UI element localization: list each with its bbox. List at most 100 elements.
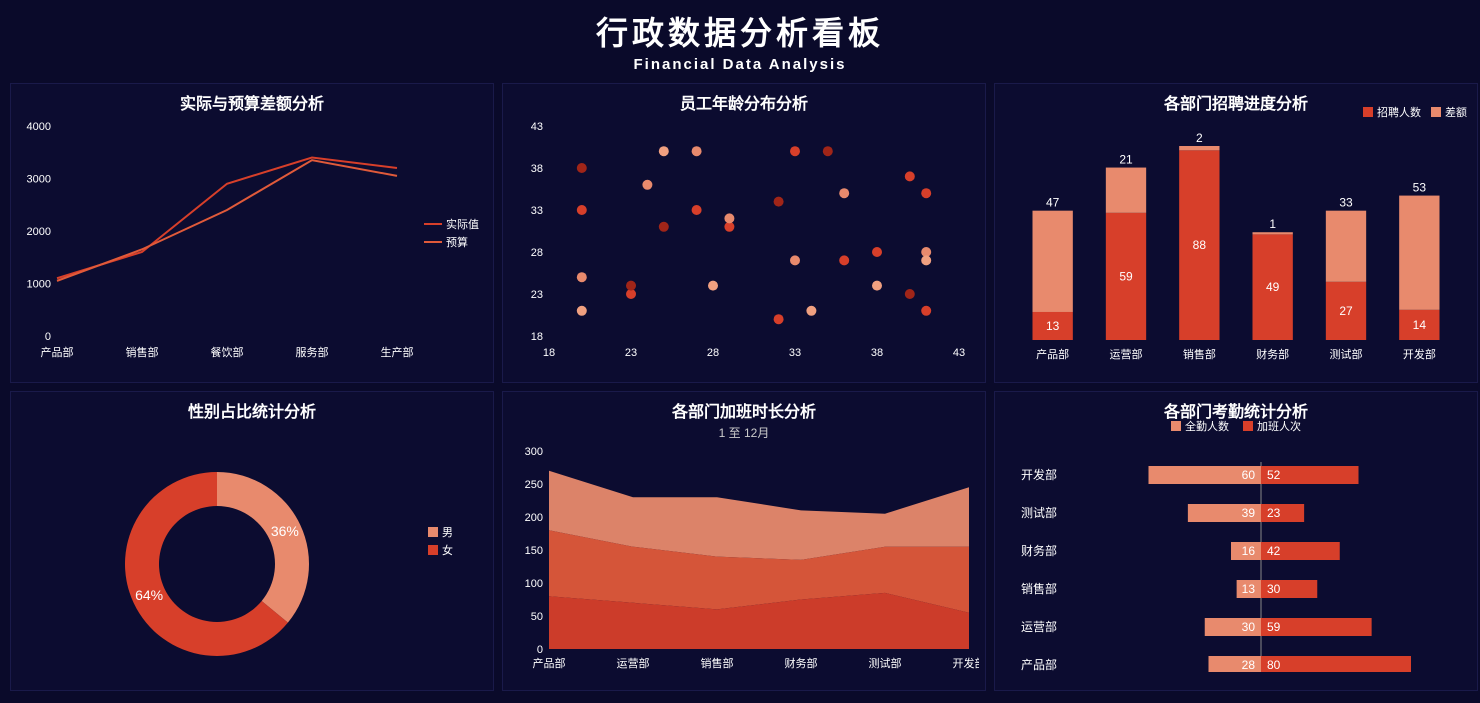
svg-text:30: 30 — [1267, 582, 1281, 596]
svg-text:200: 200 — [525, 512, 543, 524]
svg-text:销售部: 销售部 — [1183, 347, 1216, 361]
stacked-bar-chart: 1347产品部5921运营部882销售部491财务部2733测试部1453开发部 — [1001, 116, 1471, 366]
svg-text:销售部: 销售部 — [701, 656, 734, 670]
legend-label-hired: 招聘人数 — [1377, 104, 1421, 120]
svg-text:14: 14 — [1413, 318, 1427, 332]
svg-text:生产部: 生产部 — [381, 345, 414, 359]
svg-text:开发部: 开发部 — [1021, 467, 1057, 482]
svg-text:28: 28 — [531, 247, 543, 259]
svg-text:16: 16 — [1242, 544, 1256, 558]
svg-text:服务部: 服务部 — [296, 345, 329, 359]
svg-text:300: 300 — [525, 446, 543, 458]
main-title: 行政数据分析看板 — [0, 8, 1480, 54]
svg-text:27: 27 — [1339, 304, 1353, 318]
svg-text:4000: 4000 — [27, 121, 51, 133]
svg-text:0: 0 — [537, 644, 543, 656]
svg-text:18: 18 — [543, 347, 555, 359]
legend-item-full: 全勤人数 — [1171, 418, 1229, 434]
svg-text:产品部: 产品部 — [533, 656, 566, 670]
svg-text:销售部: 销售部 — [1021, 581, 1057, 596]
panel-donut: 性别占比统计分析 36% 64% 男 女 — [10, 391, 494, 691]
svg-text:财务部: 财务部 — [1256, 347, 1289, 361]
svg-text:59: 59 — [1119, 269, 1133, 283]
svg-text:13: 13 — [1242, 582, 1256, 596]
legend-swatch-male — [428, 527, 438, 537]
svg-text:28: 28 — [1242, 658, 1256, 672]
legend-item-actual: 实际值 — [424, 216, 479, 232]
svg-text:1000: 1000 — [27, 279, 51, 291]
svg-text:38: 38 — [871, 347, 883, 359]
panel-stacked-bar: 各部门招聘进度分析 招聘人数 差额 1347产品部5921运营部882销售部49… — [994, 83, 1478, 383]
svg-text:18: 18 — [531, 331, 543, 343]
svg-text:250: 250 — [525, 479, 543, 491]
donut-legend: 男 女 — [428, 522, 453, 560]
scatter-title: 员工年龄分布分析 — [509, 90, 979, 114]
svg-text:43: 43 — [953, 347, 965, 359]
svg-text:测试部: 测试部 — [869, 656, 902, 670]
legend-swatch-ot — [1243, 421, 1253, 431]
svg-text:23: 23 — [625, 347, 637, 359]
svg-text:33: 33 — [531, 205, 543, 217]
svg-text:财务部: 财务部 — [1021, 543, 1057, 558]
svg-text:30: 30 — [1242, 620, 1256, 634]
svg-text:36%: 36% — [271, 523, 299, 539]
svg-text:运营部: 运营部 — [617, 656, 650, 670]
legend-swatch-female — [428, 545, 438, 555]
svg-text:49: 49 — [1266, 280, 1280, 294]
legend-label-full: 全勤人数 — [1185, 418, 1229, 434]
legend-label-actual: 实际值 — [446, 216, 479, 232]
svg-text:28: 28 — [707, 347, 719, 359]
line-chart-title: 实际与预算差额分析 — [17, 90, 487, 114]
svg-text:2000: 2000 — [27, 226, 51, 238]
svg-text:64%: 64% — [135, 587, 163, 603]
subtitle: Financial Data Analysis — [0, 56, 1480, 73]
svg-text:产品部: 产品部 — [1036, 347, 1069, 361]
svg-text:33: 33 — [1339, 196, 1353, 210]
donut-title: 性别占比统计分析 — [17, 398, 487, 422]
legend-item-gap: 差额 — [1431, 104, 1467, 120]
svg-text:产品部: 产品部 — [1021, 657, 1057, 672]
svg-text:23: 23 — [1267, 506, 1281, 520]
legend-label-gap: 差额 — [1445, 104, 1467, 120]
svg-text:88: 88 — [1193, 238, 1207, 252]
area-chart: 050100150200250300产品部运营部销售部财务部测试部开发部 — [509, 443, 979, 675]
svg-text:53: 53 — [1413, 181, 1427, 195]
svg-text:测试部: 测试部 — [1330, 347, 1363, 361]
svg-text:产品部: 产品部 — [41, 345, 74, 359]
svg-text:38: 38 — [531, 163, 543, 175]
legend-swatch-budget — [424, 241, 442, 243]
legend-label-budget: 预算 — [446, 234, 468, 250]
legend-label-male: 男 — [442, 524, 453, 540]
stacked-bar-legend: 招聘人数 差额 — [1363, 102, 1467, 122]
donut-chart: 36% 64% — [17, 424, 487, 674]
legend-swatch-hired — [1363, 107, 1373, 117]
svg-text:52: 52 — [1267, 468, 1281, 482]
svg-text:43: 43 — [531, 121, 543, 133]
legend-item-budget: 预算 — [424, 234, 479, 250]
svg-text:23: 23 — [531, 289, 543, 301]
area-title: 各部门加班时长分析 — [509, 398, 979, 422]
panel-scatter: 员工年龄分布分析 182328333843182328333843 — [502, 83, 986, 383]
panel-line-chart: 实际与预算差额分析 01000200030004000产品部销售部餐饮部服务部生… — [10, 83, 494, 383]
area-subtitle: 1 至 12月 — [509, 424, 979, 441]
svg-text:47: 47 — [1046, 196, 1060, 210]
svg-text:销售部: 销售部 — [126, 345, 159, 359]
legend-swatch-actual — [424, 223, 442, 225]
svg-text:运营部: 运营部 — [1110, 347, 1143, 361]
svg-text:餐饮部: 餐饮部 — [211, 345, 244, 359]
svg-text:1: 1 — [1269, 217, 1276, 231]
diverging-legend: 全勤人数 加班人次 — [1171, 416, 1301, 436]
panel-area: 各部门加班时长分析 1 至 12月 050100150200250300产品部运… — [502, 391, 986, 691]
dashboard-header: 行政数据分析看板 Financial Data Analysis — [0, 0, 1480, 77]
svg-text:39: 39 — [1242, 506, 1256, 520]
svg-text:80: 80 — [1267, 658, 1281, 672]
legend-item-hired: 招聘人数 — [1363, 104, 1421, 120]
svg-text:运营部: 运营部 — [1021, 619, 1057, 634]
svg-text:60: 60 — [1242, 468, 1256, 482]
svg-text:150: 150 — [525, 545, 543, 557]
legend-label-female: 女 — [442, 542, 453, 558]
svg-text:50: 50 — [531, 611, 543, 623]
svg-text:3000: 3000 — [27, 174, 51, 186]
svg-text:测试部: 测试部 — [1021, 505, 1057, 520]
scatter-chart: 182328333843182328333843 — [509, 116, 979, 366]
